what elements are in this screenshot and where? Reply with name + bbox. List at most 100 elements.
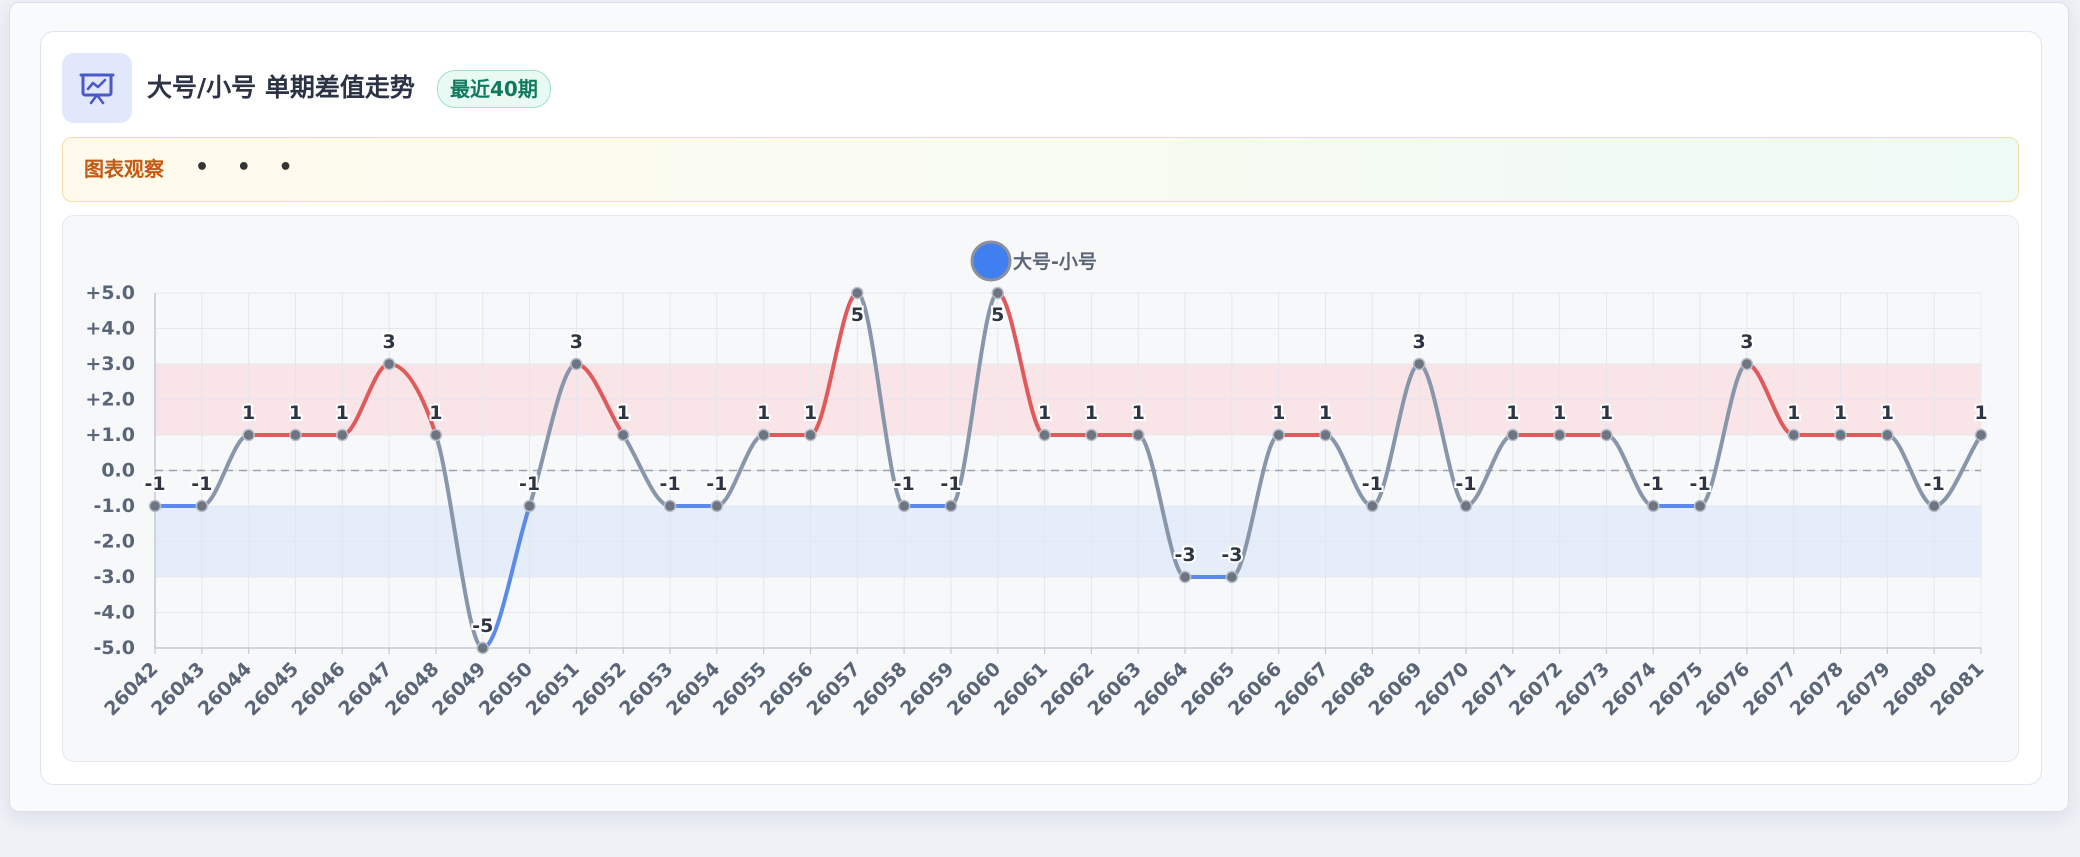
data-point [148,499,162,513]
y-tick-label: 0.0 [101,460,135,482]
data-point [289,428,302,442]
data-point [616,428,630,442]
data-point [1787,428,1800,442]
y-tick-label: -2.0 [93,531,135,553]
y-tick-label: -3.0 [93,566,135,588]
series-points: -1 -1 1 1 1 3 1 -5 -1 3 1 -1 -1 1 1 5 -1 -1 5 1 1 1 -3 -3 1 1 -1 3 -… [142,286,1990,655]
data-label: 3 [1413,331,1426,353]
data-point [1131,428,1145,442]
data-point [1740,357,1754,371]
observation-panel[interactable]: 图表观察 • • • [62,137,2019,202]
chart-title: 大号/小号 单期差值走势 [147,73,415,102]
data-label: -5 [472,615,493,637]
y-tick-label: -1.0 [93,495,135,517]
data-label: 1 [1553,402,1566,424]
data-label: -1 [144,473,165,495]
data-point [1834,428,1847,442]
legend: 大号-小号 [970,240,1097,282]
y-tick-label: +2.0 [85,389,135,411]
data-label: -1 [659,473,680,495]
data-point [1459,499,1473,513]
data-label: 1 [429,402,442,424]
line-segment [1417,362,1468,508]
data-label: 1 [1974,402,1987,424]
line-segment [527,362,579,508]
period-badge: 最近40期 [437,70,551,108]
line-segment [1370,362,1422,508]
y-tick-label: +3.0 [85,353,135,375]
data-label: 1 [1506,402,1519,424]
chart-card: 大号/小号 单期差值走势 最近40期 图表观察 • • • +5.0 +4.0 +3… [40,31,2042,785]
data-label: 1 [757,402,770,424]
data-label: 1 [804,402,817,424]
line-segment [808,291,860,437]
line-segment [433,433,485,650]
line-segment [855,291,907,508]
data-point [1881,428,1894,442]
line-segment [1229,433,1281,579]
data-label: -1 [940,473,961,495]
data-point [195,499,209,513]
data-label: 1 [1132,402,1145,424]
data-point [1553,428,1566,442]
data-label: -1 [191,473,212,495]
data-point [523,499,536,513]
data-label: 1 [1038,402,1051,424]
y-tick-label: +5.0 [85,282,135,304]
observation-label: 图表观察 [84,157,164,181]
more-dots-icon[interactable]: • • • [195,155,303,180]
data-point [663,499,677,513]
data-point [1647,499,1660,513]
data-label: -1 [894,473,915,495]
data-point [1225,570,1239,584]
x-tick-label: 26081 [1926,658,1988,720]
data-point [336,428,349,442]
legend-marker [970,240,1012,282]
chart-icon-box [62,53,132,123]
data-label: 1 [1834,402,1847,424]
data-label: 1 [1881,402,1894,424]
y-tick-label: -5.0 [93,637,135,659]
data-label: -1 [1690,473,1711,495]
data-point [944,499,958,513]
data-point [1412,357,1426,371]
difference-line-chart: +5.0+4.0+3.0+2.0+1.00.0-1.0-2.0-3.0-4.0-… [85,240,1990,720]
data-point [1927,499,1941,513]
legend-label: 大号-小号 [1013,250,1097,273]
data-label: 1 [1085,402,1098,424]
presentation-chart-icon [79,73,115,105]
data-point [1085,428,1098,442]
data-point [476,641,489,655]
data-point [757,428,770,442]
data-label: 1 [1787,402,1800,424]
data-point [1600,428,1613,442]
data-point [1038,428,1051,442]
data-label: -3 [1174,544,1195,566]
page-container: 大号/小号 单期差值走势 最近40期 图表观察 • • • +5.0 +4.0 +3… [9,2,2069,812]
data-label: -1 [1643,473,1664,495]
data-label: 1 [617,402,630,424]
y-tick-label: -4.0 [93,602,135,624]
data-label: 1 [1600,402,1613,424]
line-segment [1136,433,1188,579]
data-label: -3 [1221,544,1242,566]
data-label: -1 [519,473,540,495]
data-point [242,428,255,442]
data-point [1974,428,1988,442]
data-label: 5 [851,304,864,326]
data-label: 3 [570,331,583,353]
data-label: 1 [336,402,349,424]
data-label: 3 [382,331,395,353]
data-label: 5 [991,304,1004,326]
data-label: 1 [1319,402,1332,424]
data-point [570,357,583,371]
data-label: -1 [706,473,727,495]
data-label: -1 [1455,473,1476,495]
data-point [897,499,911,513]
data-point [710,499,724,513]
data-label: 1 [242,402,255,424]
data-point [1272,428,1285,442]
chart-panel: +5.0 +4.0 +3.0 +2.0 +1.0 0.0 -1.0 -2.0 -3.0 -4.0-… [62,215,2019,762]
line-segment [1698,362,1749,508]
data-label: -1 [1362,473,1383,495]
